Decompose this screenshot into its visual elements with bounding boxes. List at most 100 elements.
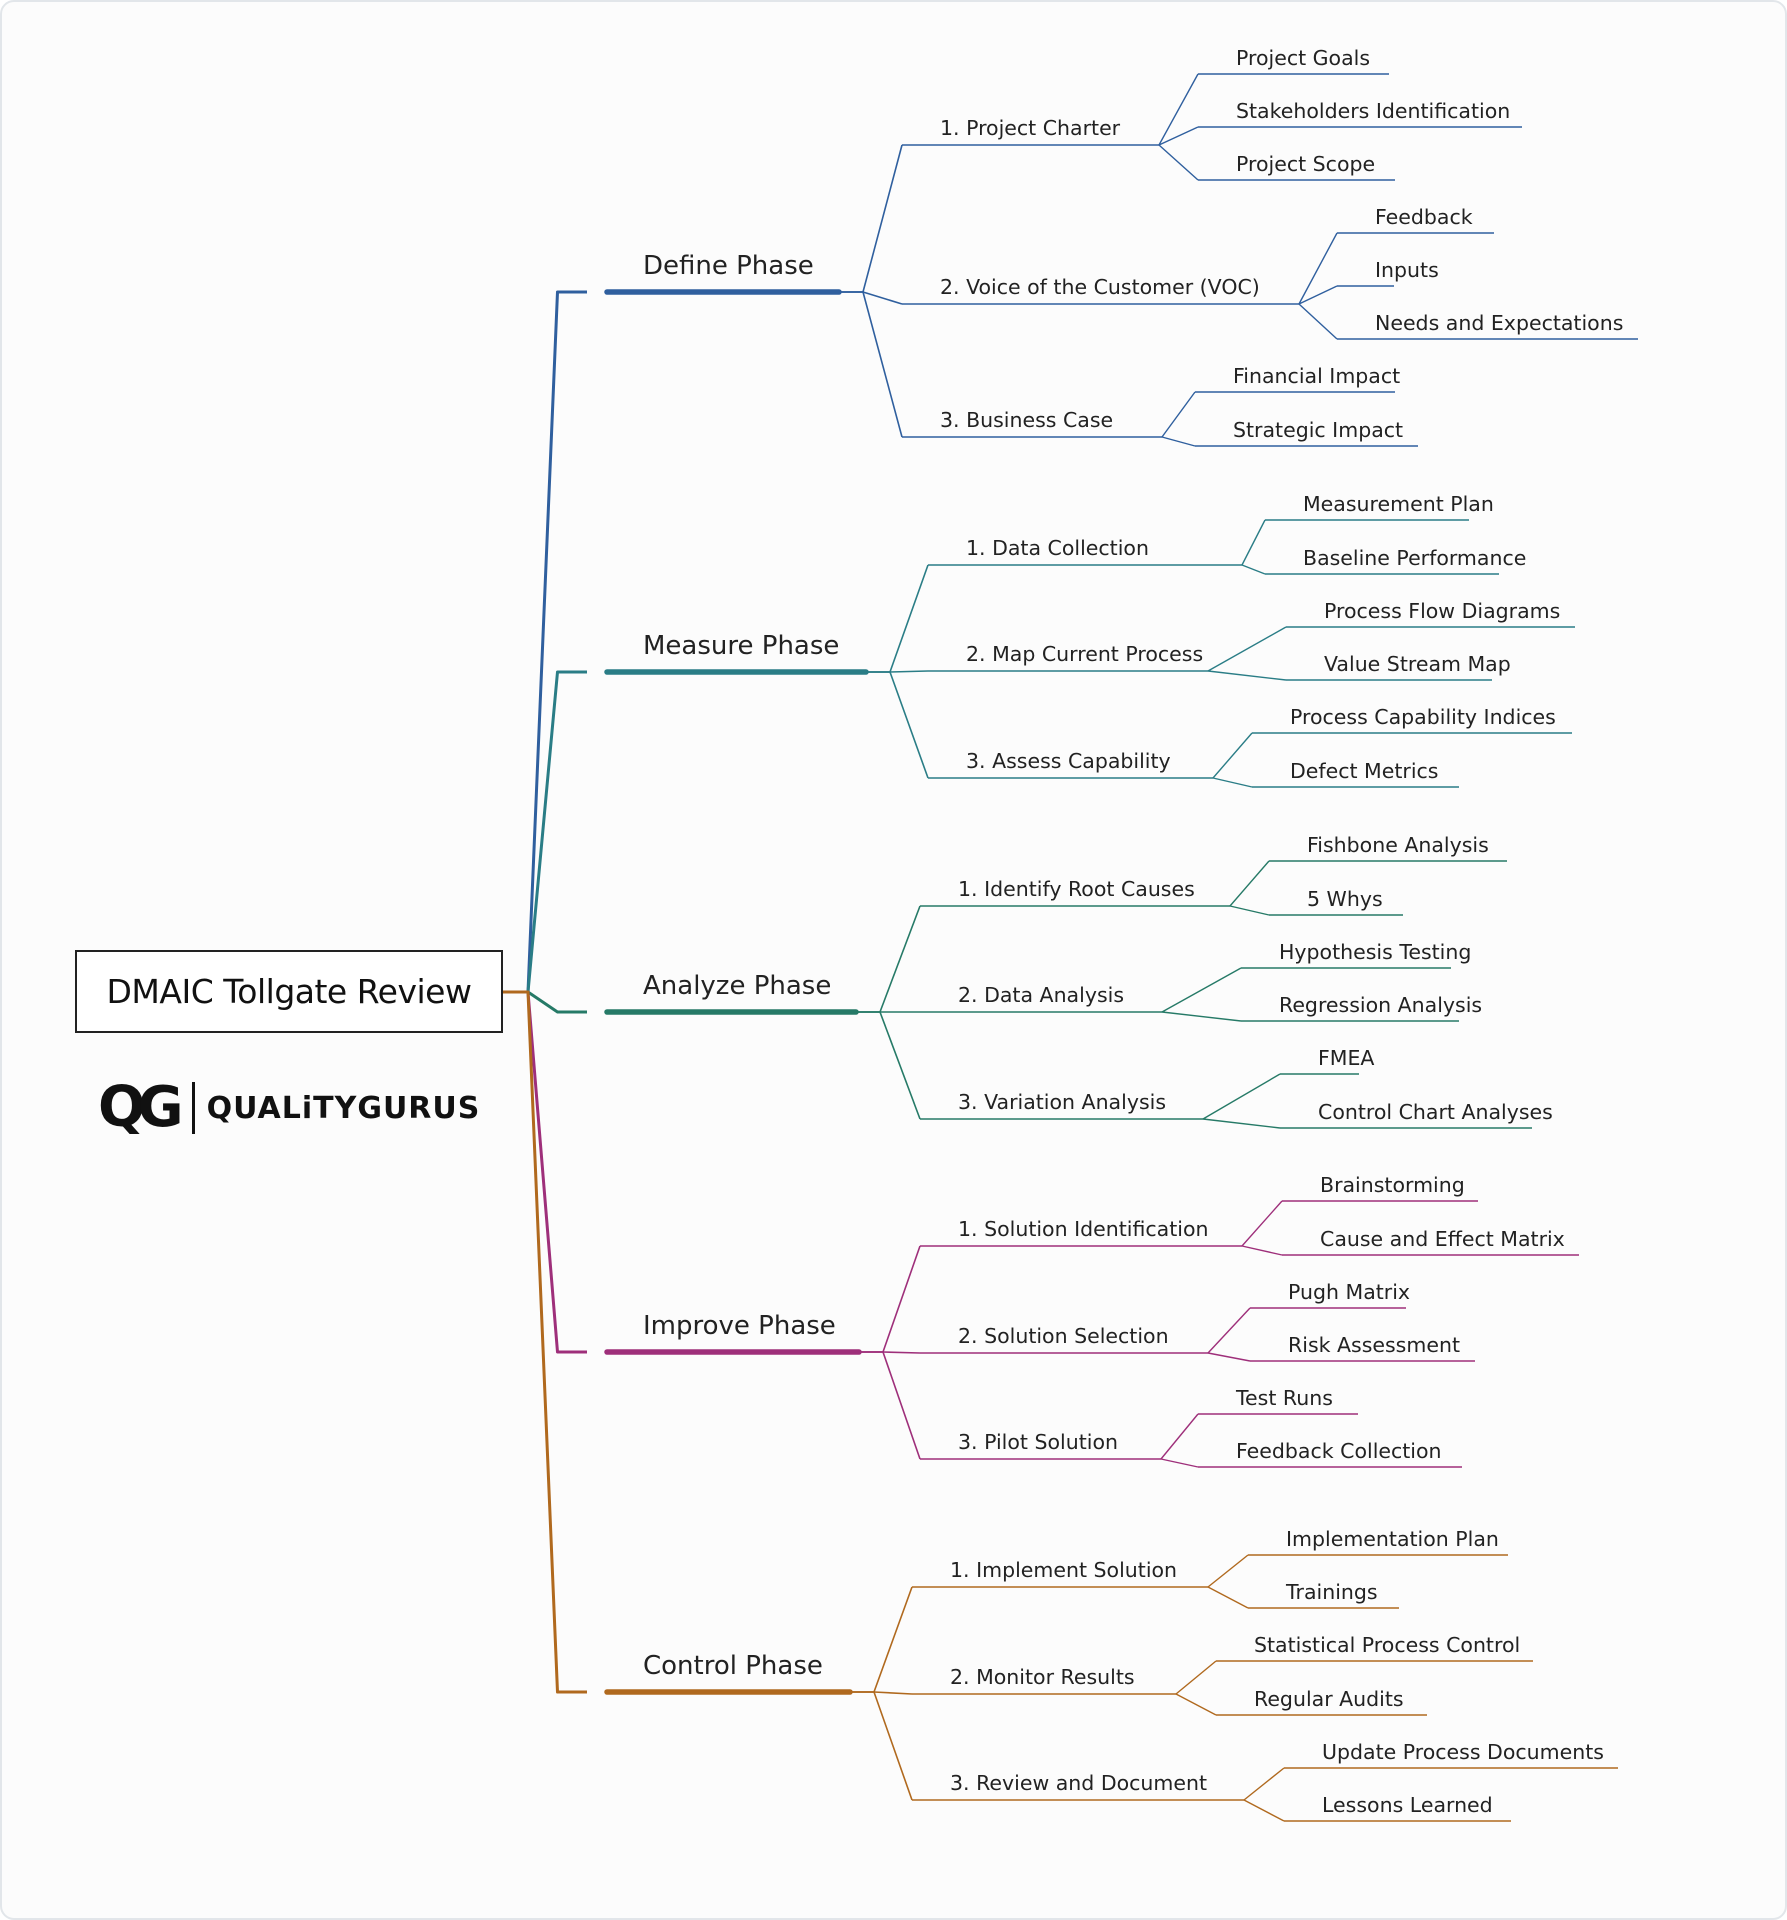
leaf-label-fishbone-analysis: Fishbone Analysis (1307, 833, 1489, 857)
subtopic-label-2-map-current-process: 2. Map Current Process (966, 642, 1203, 666)
logo-text: QUALiTYGURUS (206, 1090, 481, 1126)
connector-improve-phase-2-solution-selection (882, 1351, 921, 1354)
connector-1-identify-root-causes-5-whys (1229, 905, 1270, 916)
leaf-label-project-goals: Project Goals (1236, 46, 1370, 70)
subtopic-label-1-project-charter: 1. Project Charter (940, 116, 1121, 140)
connector-improve-phase-1-solution-identification (882, 1245, 921, 1353)
connector-3-business-case-financial-impact (1161, 391, 1196, 438)
qualitygurus-logo: QG QUALiTYGURUS (98, 1080, 480, 1136)
subtopic-label-3-business-case: 3. Business Case (940, 408, 1113, 432)
leaf-label-defect-metrics: Defect Metrics (1290, 759, 1438, 783)
leaf-label-brainstorming: Brainstorming (1320, 1173, 1465, 1197)
connector-3-pilot-solution-test-runs (1160, 1413, 1199, 1460)
subtopic-label-1-implement-solution: 1. Implement Solution (950, 1558, 1177, 1582)
subtopic-label-2-monitor-results: 2. Monitor Results (950, 1665, 1135, 1689)
subtopic-label-3-review-and-document: 3. Review and Document (950, 1771, 1207, 1795)
leaf-label-feedback: Feedback (1375, 205, 1473, 229)
connector-2-data-analysis-hypothesis-testing (1161, 967, 1242, 1013)
connector-analyze-phase-3-variation-analysis (879, 1011, 921, 1120)
connector-1-implement-solution-trainings (1207, 1586, 1249, 1609)
leaf-label-financial-impact: Financial Impact (1233, 364, 1400, 388)
connector-2-voice-of-the-customer-voc-needs-and-expectations (1298, 303, 1338, 340)
leaf-label-risk-assessment: Risk Assessment (1288, 1333, 1460, 1357)
leaf-label-cause-and-effect-matrix: Cause and Effect Matrix (1320, 1227, 1565, 1251)
root-title: DMAIC Tollgate Review (106, 972, 472, 1011)
leaf-label-value-stream-map: Value Stream Map (1324, 652, 1511, 676)
subtopic-label-2-data-analysis: 2. Data Analysis (958, 983, 1124, 1007)
connector-control-phase-3-review-and-document (873, 1691, 913, 1801)
phase-label-control-phase: Control Phase (643, 1651, 823, 1681)
leaf-label-measurement-plan: Measurement Plan (1303, 492, 1494, 516)
connector-2-monitor-results-statistical-process-control (1175, 1660, 1217, 1695)
connector-3-pilot-solution-feedback-collection (1160, 1458, 1199, 1468)
connector-3-assess-capability-process-capability-indices (1212, 732, 1253, 779)
leaf-label-implementation-plan: Implementation Plan (1286, 1527, 1499, 1551)
connector-root-analyze-phase (503, 990, 587, 1014)
leaf-label-strategic-impact: Strategic Impact (1233, 418, 1403, 442)
logo-mark: QG (98, 1075, 184, 1140)
connector-define-phase-2-voice-of-the-customer-voc (862, 291, 903, 305)
leaf-label-process-capability-indices: Process Capability Indices (1290, 705, 1556, 729)
connector-1-project-charter-project-goals (1158, 73, 1199, 146)
connector-3-variation-analysis-fmea (1202, 1073, 1281, 1120)
connector-3-business-case-strategic-impact (1161, 436, 1196, 447)
connector-2-map-current-process-value-stream-map (1207, 670, 1287, 681)
subtopic-label-3-variation-analysis: 3. Variation Analysis (958, 1090, 1166, 1114)
connector-3-review-and-document-update-process-documents (1243, 1767, 1285, 1801)
connector-1-data-collection-baseline-performance (1241, 564, 1266, 575)
leaf-label-hypothesis-testing: Hypothesis Testing (1279, 940, 1471, 964)
phase-label-define-phase: Define Phase (643, 251, 814, 281)
leaf-label-feedback-collection: Feedback Collection (1236, 1439, 1442, 1463)
connector-root-improve-phase (503, 990, 587, 1354)
leaf-label-trainings: Trainings (1285, 1580, 1378, 1604)
connector-2-map-current-process-process-flow-diagrams (1207, 626, 1287, 672)
leaf-label-regression-analysis: Regression Analysis (1279, 993, 1482, 1017)
leaf-label-process-flow-diagrams: Process Flow Diagrams (1324, 599, 1560, 623)
leaf-label-statistical-process-control: Statistical Process Control (1254, 1633, 1520, 1657)
connector-2-voice-of-the-customer-voc-inputs (1298, 285, 1338, 305)
leaf-label-5-whys: 5 Whys (1307, 887, 1383, 911)
connector-define-phase-3-business-case (862, 291, 903, 438)
connector-1-implement-solution-implementation-plan (1207, 1554, 1249, 1588)
phase-label-measure-phase: Measure Phase (643, 631, 839, 661)
subtopic-label-3-assess-capability: 3. Assess Capability (966, 749, 1171, 773)
phase-label-analyze-phase: Analyze Phase (643, 971, 831, 1001)
connector-measure-phase-3-assess-capability (889, 671, 929, 779)
leaf-label-update-process-documents: Update Process Documents (1322, 1740, 1604, 1764)
connector-2-monitor-results-regular-audits (1175, 1693, 1217, 1716)
connector-2-solution-selection-pugh-matrix (1207, 1307, 1251, 1354)
root-node[interactable]: DMAIC Tollgate Review (75, 950, 503, 1033)
connector-root-control-phase (503, 990, 587, 1694)
connector-control-phase-2-monitor-results (873, 1691, 913, 1695)
subtopic-label-1-identify-root-causes: 1. Identify Root Causes (958, 877, 1195, 901)
connector-1-data-collection-measurement-plan (1241, 519, 1266, 566)
subtopic-label-2-solution-selection: 2. Solution Selection (958, 1324, 1169, 1348)
connector-1-solution-identification-cause-and-effect-matrix (1241, 1245, 1283, 1256)
connector-1-project-charter-stakeholders-identification (1158, 126, 1199, 146)
leaf-label-regular-audits: Regular Audits (1254, 1687, 1404, 1711)
connector-2-voice-of-the-customer-voc-feedback (1298, 232, 1338, 305)
leaf-label-lessons-learned: Lessons Learned (1322, 1793, 1493, 1817)
connector-2-solution-selection-risk-assessment (1207, 1352, 1251, 1362)
connector-improve-phase-3-pilot-solution (882, 1351, 921, 1460)
phase-label-improve-phase: Improve Phase (643, 1311, 836, 1341)
leaf-label-project-scope: Project Scope (1236, 152, 1375, 176)
leaf-label-test-runs: Test Runs (1235, 1386, 1333, 1410)
connector-1-solution-identification-brainstorming (1241, 1200, 1283, 1247)
connector-1-identify-root-causes-fishbone-analysis (1229, 860, 1270, 907)
connector-1-project-charter-project-scope (1158, 144, 1199, 181)
connector-3-assess-capability-defect-metrics (1212, 777, 1253, 788)
connector-measure-phase-1-data-collection (889, 564, 929, 673)
connector-analyze-phase-1-identify-root-causes (879, 905, 921, 1013)
connector-root-measure-phase (503, 670, 587, 994)
subtopic-label-1-data-collection: 1. Data Collection (966, 536, 1149, 560)
leaf-label-inputs: Inputs (1375, 258, 1439, 282)
leaf-label-needs-and-expectations: Needs and Expectations (1375, 311, 1623, 335)
connector-define-phase-1-project-charter (862, 144, 903, 293)
leaf-label-fmea: FMEA (1318, 1046, 1374, 1070)
connector-control-phase-1-implement-solution (873, 1586, 913, 1693)
connector-2-data-analysis-regression-analysis (1161, 1011, 1242, 1022)
connector-3-variation-analysis-control-chart-analyses (1202, 1118, 1281, 1129)
